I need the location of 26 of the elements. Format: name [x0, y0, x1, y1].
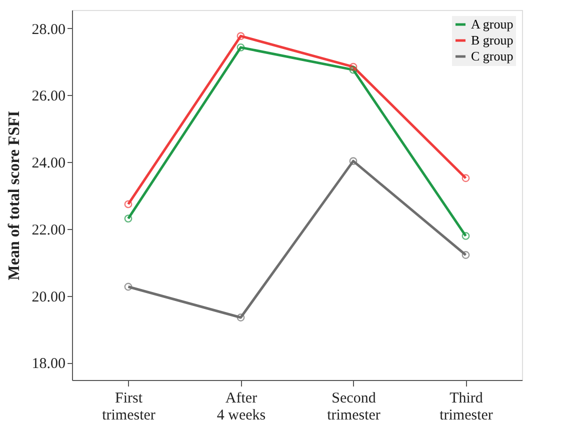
y-tick-label: 28.00: [32, 22, 66, 38]
y-tick-label: 24.00: [32, 156, 66, 172]
legend-label: B group: [471, 32, 514, 48]
y-tick-label: 26.00: [32, 88, 66, 105]
y-tick-label: 22.00: [32, 222, 66, 238]
point: [236, 32, 245, 40]
point: [124, 214, 132, 223]
legend-label: C group: [471, 48, 514, 64]
point: [462, 232, 470, 240]
y-tick-label: 20.00: [32, 289, 66, 306]
legend-label: A group: [471, 16, 514, 32]
y-axis-title: Mean of total score FSFI: [6, 110, 23, 280]
point: [236, 43, 245, 52]
point: [462, 251, 470, 259]
point: [236, 314, 245, 322]
y-tick-label: 18.00: [32, 356, 66, 372]
x-tick-label: After 4 weeks: [216, 390, 266, 424]
x-tick-label: Third trimester: [440, 390, 493, 424]
point: [349, 66, 358, 74]
x-tick-label: Second trimester: [327, 390, 380, 424]
point: [124, 200, 132, 208]
point: [124, 282, 132, 291]
point: [462, 174, 470, 182]
x-tick-label: First trimester: [102, 390, 156, 424]
point: [349, 157, 358, 166]
point: [349, 62, 358, 71]
